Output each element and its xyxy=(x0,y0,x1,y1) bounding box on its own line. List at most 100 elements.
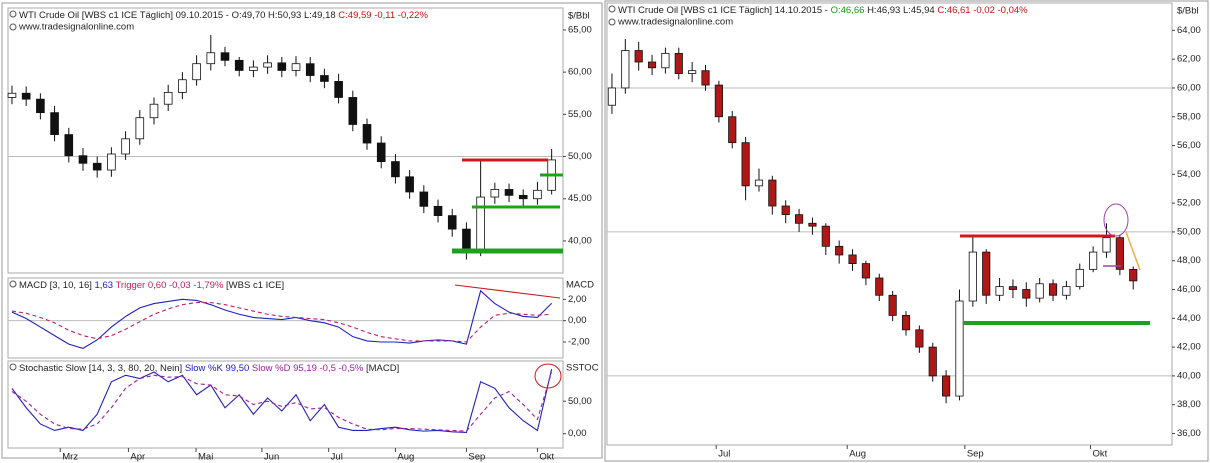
candle-body xyxy=(220,52,230,61)
y-tick-label: 0,00 xyxy=(568,428,587,439)
side-label: SSTOC xyxy=(566,363,599,374)
plot-area xyxy=(606,2,1173,446)
watermark: www.tradesignalonline.com xyxy=(617,17,733,28)
panel: 36,00 38,00 40,00 42,00 44,00 46,00 48,00 50,00… xyxy=(606,2,1201,460)
panel: -2,00 0,00 2,00 MACD [3, 10, 16] 1,63 Trigg… xyxy=(7,277,594,359)
candle-body xyxy=(808,222,817,227)
y-tick-label: 40,00 xyxy=(1177,370,1201,381)
candle-body xyxy=(362,124,372,144)
candle-body xyxy=(928,346,937,377)
y-tick-label: -2,00 xyxy=(568,337,590,348)
title-part: MACD [3, 10, 16] xyxy=(19,280,95,291)
plot-area xyxy=(7,360,564,449)
candle-body xyxy=(178,79,187,93)
candle-body xyxy=(348,97,358,125)
y-tick-label: 0,00 xyxy=(568,315,587,326)
plot-area xyxy=(7,277,564,359)
candle-body xyxy=(433,205,443,217)
candle-body xyxy=(305,63,315,76)
candle-body xyxy=(419,191,429,207)
candle-body xyxy=(78,155,88,164)
panel-icon xyxy=(9,10,17,18)
candle-body xyxy=(1035,283,1044,299)
y-tick-label: 60,00 xyxy=(1177,82,1201,93)
candle-body xyxy=(995,286,1004,296)
candle-body xyxy=(192,63,201,81)
candle-body xyxy=(21,92,31,100)
candle-body xyxy=(901,315,911,331)
candle-body xyxy=(821,225,830,247)
candle-body xyxy=(768,179,777,207)
candle-body xyxy=(861,263,870,279)
y-tick-label: 40,00 xyxy=(568,235,592,246)
candle-body xyxy=(915,329,924,348)
highlight-circle xyxy=(534,363,562,389)
candle-body xyxy=(64,134,74,157)
candle-body xyxy=(291,63,301,71)
panel-title: MACD [3, 10, 16] 1,63 Trigger 0,60 -0,03… xyxy=(19,280,284,291)
panel: 40,00 45,00 50,00 55,00 60,00 65,00 WTI Crude … xyxy=(7,7,592,274)
y-tick-label: 45,00 xyxy=(568,193,592,204)
candle-body xyxy=(688,70,697,74)
x-tick-label: Apr xyxy=(130,452,145,463)
candle-body xyxy=(504,189,514,196)
candle-body xyxy=(490,189,500,198)
title-part: C:46,61 -0,02 -0,04% xyxy=(937,5,1028,16)
candle-body xyxy=(107,153,116,171)
x-tick-label: Aug xyxy=(397,452,414,463)
x-tick-label: Mrz xyxy=(62,452,78,463)
candle-body xyxy=(634,50,643,63)
y-tick-label: 50,00 xyxy=(568,396,592,407)
y-tick-label: 55,00 xyxy=(568,109,592,120)
watermark-icon xyxy=(608,18,616,26)
candle-body xyxy=(661,52,670,69)
y-tick-label: 65,00 xyxy=(568,24,592,35)
watermark: www.tradesignalonline.com xyxy=(18,22,134,33)
x-tick-label: Sep xyxy=(468,452,485,463)
title-part: Stochastic Slow [14, 3, 3, 80, 20, Nein] xyxy=(19,363,185,374)
candle-body xyxy=(982,251,991,296)
candle-body xyxy=(263,62,272,68)
candle-body xyxy=(533,189,542,200)
candle-body xyxy=(234,59,244,71)
y-tick-label: 54,00 xyxy=(1177,169,1201,180)
candle-body xyxy=(163,91,173,105)
panel-title: WTI Crude Oil [WBS c1 ICE Täglich] 09.10… xyxy=(19,10,428,21)
candle-body xyxy=(795,214,804,224)
candle-body xyxy=(1075,268,1084,288)
candle-body xyxy=(1089,251,1098,270)
title-part: WTI Crude Oil [WBS c1 ICE Täglich] 14.10… xyxy=(618,5,831,16)
panel: 0,00 50,00 Mrz Apr Mai Jun Jul Aug Sep Okt Stochas… xyxy=(7,360,599,463)
candle-body xyxy=(714,84,723,118)
y-tick-label: 42,00 xyxy=(1177,342,1201,353)
candle-body xyxy=(647,61,657,69)
candle-body xyxy=(334,81,343,98)
candle-body xyxy=(754,179,764,187)
title-part: Slow %K 99,50 xyxy=(185,363,252,374)
candle-body xyxy=(92,162,102,171)
watermark-icon xyxy=(9,23,17,31)
y-tick-label: 46,00 xyxy=(1177,284,1201,295)
title-part: WTI Crude Oil [WBS c1 ICE Täglich] 09.10… xyxy=(19,10,338,21)
y-tick-label: 64,00 xyxy=(1177,25,1201,36)
candle-body xyxy=(1062,286,1071,296)
candle-body xyxy=(955,300,964,397)
x-tick-label: Jul xyxy=(331,452,343,463)
candle-body xyxy=(405,176,414,193)
candle-body xyxy=(149,103,159,119)
y-tick-label: 58,00 xyxy=(1177,111,1201,122)
title-part: 1,63 xyxy=(95,280,116,291)
x-tick-label: Jun xyxy=(264,452,279,463)
candle-body xyxy=(376,142,386,162)
indicator-line xyxy=(11,368,553,433)
y-tick-label: 48,00 xyxy=(1177,255,1201,266)
title-part: O:46,66 xyxy=(831,5,867,16)
panel-title: WTI Crude Oil [WBS c1 ICE Täglich] 14.10… xyxy=(618,5,1028,16)
candle-body xyxy=(447,215,457,230)
candle-body xyxy=(206,52,216,65)
panel-icon xyxy=(9,363,17,371)
indicator-line xyxy=(11,301,552,343)
candle-body xyxy=(781,205,790,216)
